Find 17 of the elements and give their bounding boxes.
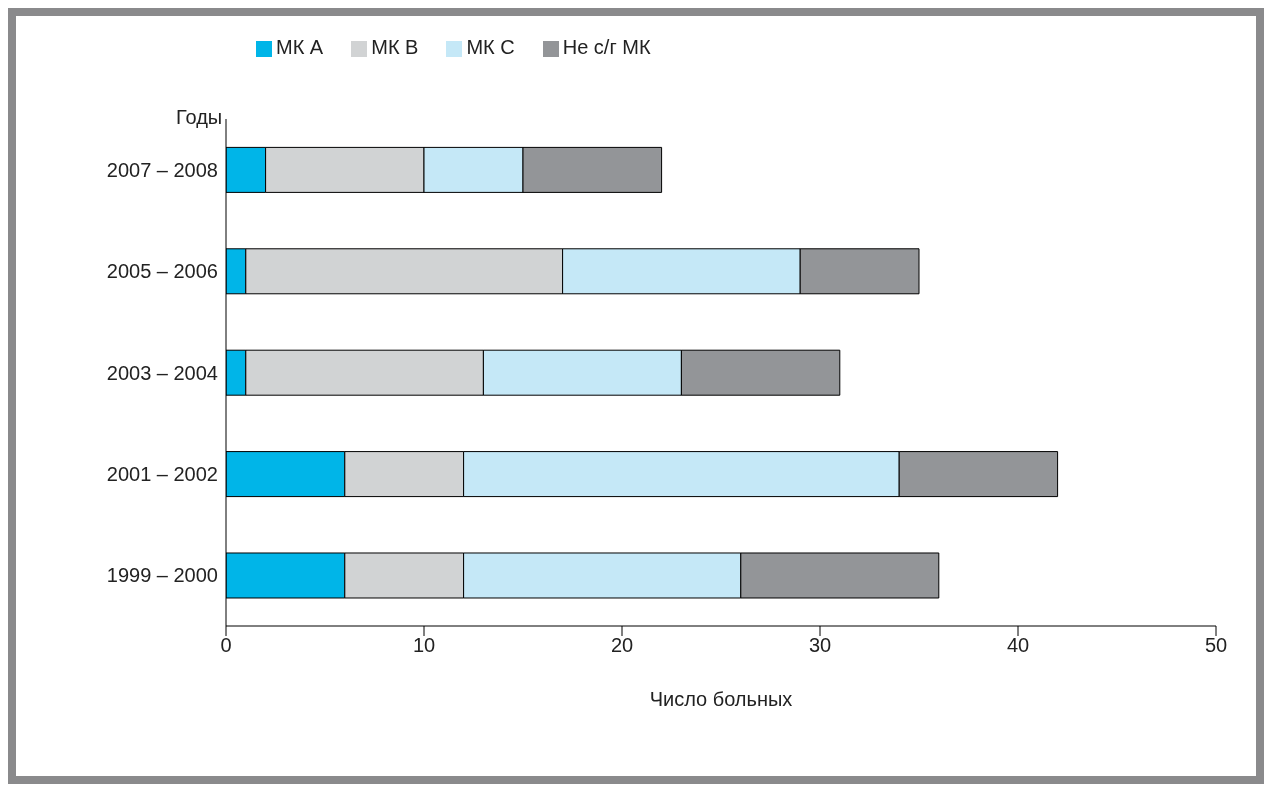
x-tick-label: 0: [220, 634, 232, 657]
legend-label: МК В: [371, 36, 419, 58]
y-axis-title: Годы: [176, 106, 223, 129]
x-tick-label: 10: [412, 634, 436, 657]
y-tick-label: 2007 – 2008: [106, 158, 218, 181]
legend-label: МК С: [466, 36, 515, 58]
y-tick-label: 2001 – 2002: [106, 463, 218, 485]
x-axis-title: Число больных: [649, 688, 793, 710]
x-tick-label: 50: [1204, 634, 1228, 657]
y-tick-label: 2003 – 2004: [106, 361, 218, 384]
y-tick-label: 1999 – 2000: [106, 564, 218, 587]
x-tick-label: 30: [808, 634, 832, 657]
x-tick-label: 20: [610, 634, 634, 657]
legend-label: Не с/г МК: [562, 36, 651, 58]
x-tick-label: 40: [1006, 634, 1030, 657]
y-tick-label: 2005 – 2006: [106, 260, 218, 283]
legend-label: МК А: [276, 36, 324, 58]
